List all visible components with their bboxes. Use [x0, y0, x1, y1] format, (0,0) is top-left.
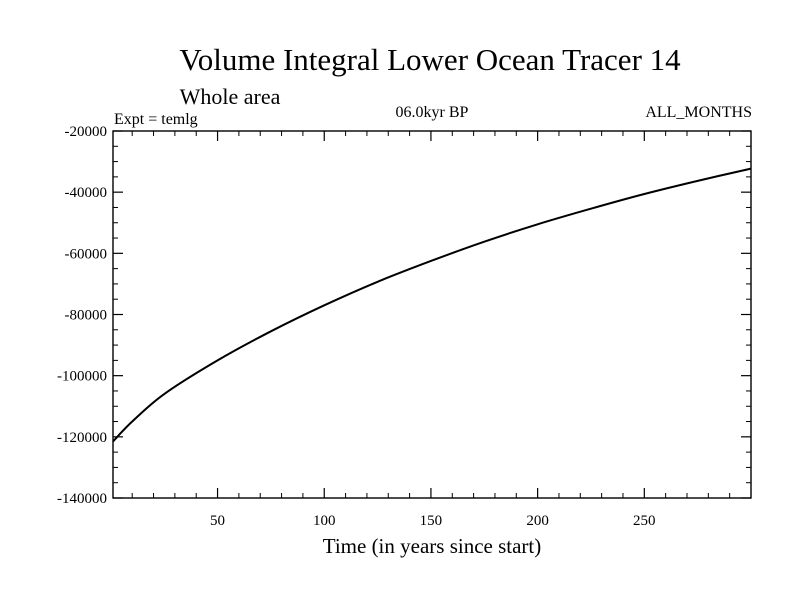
y-tick-label: -100000 — [57, 369, 107, 385]
y-tick-label: -60000 — [65, 246, 108, 262]
x-tick-label: 100 — [313, 513, 336, 529]
expt-label: Expt = temlg — [114, 111, 198, 128]
period-label: 06.0kyr BP — [396, 104, 469, 121]
tick-labels: 50 100 150 200 250 -140000 -120000 -100000 -8000… — [57, 124, 656, 529]
series-line — [112, 167, 752, 443]
y-tick-label: -20000 — [65, 124, 108, 140]
chart-subtitle: Whole area — [180, 84, 281, 109]
plot-series — [112, 167, 752, 443]
x-tick-label: 200 — [526, 513, 549, 529]
y-tick-label: -140000 — [57, 491, 107, 507]
y-tick-label: -80000 — [65, 308, 108, 324]
x-tick-label: 250 — [633, 513, 656, 529]
major-ticks — [113, 130, 751, 499]
x-tick-label: 50 — [210, 513, 225, 529]
months-label: ALL_MONTHS — [645, 104, 752, 121]
minor-ticks — [113, 131, 751, 498]
x-tick-label: 150 — [420, 513, 443, 529]
chart-title: Volume Integral Lower Ocean Tracer 14 — [179, 42, 681, 77]
plot-frame — [112, 130, 752, 499]
y-tick-label: -40000 — [65, 185, 108, 201]
y-tick-label: -120000 — [57, 430, 107, 446]
x-axis-label: Time (in years since start) — [323, 534, 542, 558]
